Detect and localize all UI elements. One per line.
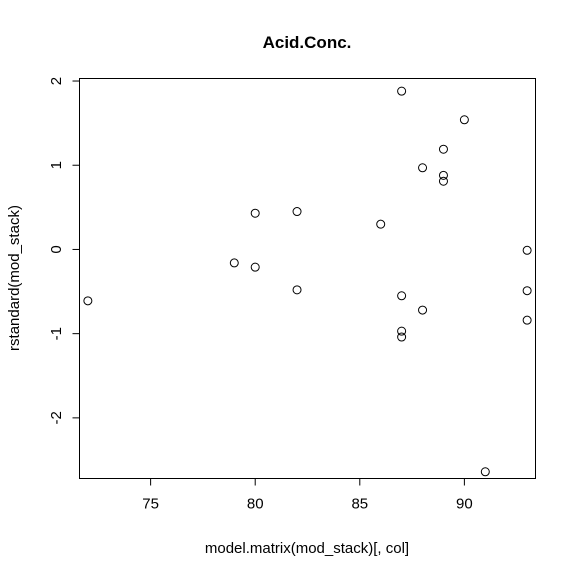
data-points (83, 86, 532, 477)
data-point (438, 144, 448, 154)
data-point (292, 285, 302, 295)
y-axis: -2 -1 0 1 2 (48, 77, 80, 425)
data-point (438, 176, 448, 186)
x-tick-label: 85 (351, 496, 368, 513)
data-point (480, 467, 490, 477)
data-point (418, 305, 428, 315)
data-point (229, 258, 239, 268)
x-tick-label: 75 (142, 496, 159, 513)
data-point (438, 170, 448, 180)
data-point (397, 326, 407, 336)
y-tick-label: 2 (48, 77, 65, 85)
data-point (376, 219, 386, 229)
y-tick-label: -1 (48, 327, 65, 340)
data-point (250, 262, 260, 272)
x-axis-label: model.matrix(mod_stack)[, col] (205, 540, 409, 557)
data-point (522, 286, 532, 296)
data-point (397, 86, 407, 96)
y-tick-label: 0 (48, 245, 65, 253)
plot-frame (79, 78, 536, 479)
y-tick-label: 1 (48, 161, 65, 169)
data-point (522, 315, 532, 325)
chart-title: Acid.Conc. (263, 33, 352, 52)
data-point (292, 207, 302, 217)
y-axis-label: rstandard(mod_stack) (6, 205, 23, 351)
data-point (250, 208, 260, 218)
y-tick-label: -2 (48, 411, 65, 424)
x-tick-label: 80 (247, 496, 264, 513)
x-tick-label: 90 (456, 496, 473, 513)
x-axis: 75 80 85 90 (142, 478, 473, 513)
data-point (418, 163, 428, 173)
data-point (83, 296, 93, 306)
data-point (397, 332, 407, 342)
data-point (397, 291, 407, 301)
data-point (459, 115, 469, 125)
data-point (522, 245, 532, 255)
